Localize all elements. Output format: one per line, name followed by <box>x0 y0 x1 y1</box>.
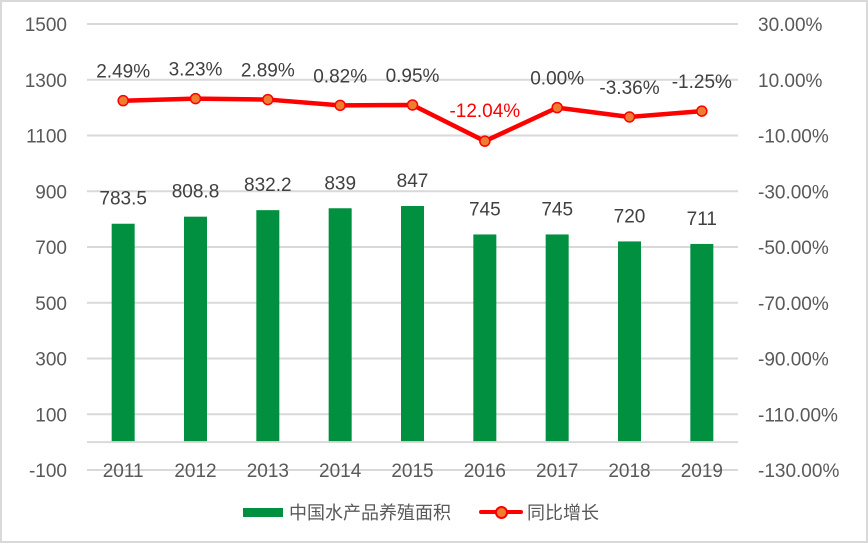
line-value-label: 0.82% <box>313 66 367 87</box>
line-value-label: 2.49% <box>96 62 150 83</box>
left-axis-tick: 500 <box>35 294 67 315</box>
right-axis-tick: 30.00% <box>758 15 823 36</box>
line-marker[interactable] <box>479 135 491 147</box>
bar-value-label: 745 <box>469 199 501 220</box>
category-label: 2018 <box>608 461 650 482</box>
bar[interactable] <box>111 223 135 443</box>
category-label: 2014 <box>319 461 362 482</box>
left-axis-tick: 100 <box>35 405 67 426</box>
left-axis-tick: 300 <box>35 350 67 371</box>
category-label: 2011 <box>103 461 144 482</box>
line-marker-swatch-icon <box>479 505 523 519</box>
bar[interactable] <box>256 210 280 443</box>
left-axis-tick: 1500 <box>25 15 67 36</box>
bar-value-label: 847 <box>397 171 429 192</box>
line-marker[interactable] <box>262 93 274 106</box>
bar-value-label: 720 <box>614 206 646 227</box>
line-marker[interactable] <box>696 105 708 117</box>
legend: 中国水产品养殖面积 同比增长 <box>243 499 627 525</box>
line-value-label: 0.00% <box>530 69 584 90</box>
left-axis-tick: 700 <box>35 238 67 259</box>
bar[interactable] <box>184 216 207 443</box>
left-axis-tick: 1300 <box>25 71 67 92</box>
line-marker[interactable] <box>623 111 636 123</box>
legend-line-label: 同比增长 <box>527 503 599 524</box>
line-marker[interactable] <box>117 94 129 107</box>
line-value-label: 3.23% <box>169 60 223 81</box>
bar-value-label: 839 <box>324 173 356 194</box>
line-marker[interactable] <box>189 92 202 105</box>
right-axis-tick: -110.00% <box>758 405 838 426</box>
right-axis-tick: 10.00% <box>758 71 823 92</box>
bar[interactable] <box>401 206 424 443</box>
right-axis-ticks: 30.00% 10.00% -10.00% -30.00% -50.00% -70.00%… <box>758 15 839 482</box>
line-marker[interactable] <box>406 99 419 111</box>
line-marker[interactable] <box>551 101 563 114</box>
bar[interactable] <box>618 241 641 443</box>
bar[interactable] <box>690 243 714 443</box>
line-value-label: -1.25% <box>672 72 732 93</box>
bar-value-label: 783.5 <box>99 189 147 210</box>
left-axis-tick: 900 <box>35 182 67 203</box>
bar[interactable] <box>328 208 352 443</box>
right-axis-tick: -30.00% <box>758 182 829 203</box>
bar-data-labels: 783.5 808.8 832.2 839 847 745 745 720 711 <box>99 171 717 230</box>
legend-item-line[interactable]: 同比增长 <box>479 499 599 525</box>
bar-value-label: 808.8 <box>172 182 220 203</box>
right-axis-tick: -70.00% <box>758 294 829 315</box>
line-marker[interactable] <box>334 99 346 112</box>
line-value-label: -3.36% <box>599 78 659 99</box>
line-value-label: 2.89% <box>241 61 295 82</box>
category-axis-labels: 2011 2012 2013 2014 2015 2016 2017 2018 2019 <box>103 461 723 482</box>
bar-series <box>111 206 714 443</box>
category-label: 2017 <box>536 461 578 482</box>
bar[interactable] <box>545 234 569 443</box>
line-data-labels: 2.49% 3.23% 2.89% 0.82% 0.95% -12.04% 0.00% -3.… <box>96 60 732 123</box>
bar[interactable] <box>473 234 497 443</box>
left-axis-ticks: 1500 1300 1100 900 700 500 300 100 -100 <box>25 15 67 482</box>
bar-value-label: 745 <box>541 199 573 220</box>
bar-swatch-icon <box>243 507 283 517</box>
category-label: 2012 <box>174 461 216 482</box>
category-label: 2015 <box>391 461 433 482</box>
right-axis-tick: -50.00% <box>758 238 829 259</box>
bar-value-label: 711 <box>687 209 717 230</box>
legend-item-bar[interactable]: 中国水产品养殖面积 <box>243 499 451 525</box>
bar-value-label: 832.2 <box>244 175 292 196</box>
left-axis-tick: -100 <box>29 461 67 482</box>
left-axis-tick: 1100 <box>26 127 67 148</box>
category-label: 2019 <box>681 461 723 482</box>
line-value-label: 0.95% <box>386 66 440 87</box>
right-axis-tick: -130.00% <box>758 461 839 482</box>
category-label: 2016 <box>464 461 506 482</box>
right-axis-tick: -10.00% <box>758 127 829 148</box>
category-label: 2013 <box>247 461 289 482</box>
legend-bar-label: 中国水产品养殖面积 <box>289 503 451 524</box>
right-axis-tick: -90.00% <box>758 350 829 371</box>
line-series <box>117 92 708 147</box>
line-value-label: -12.04% <box>449 101 520 122</box>
